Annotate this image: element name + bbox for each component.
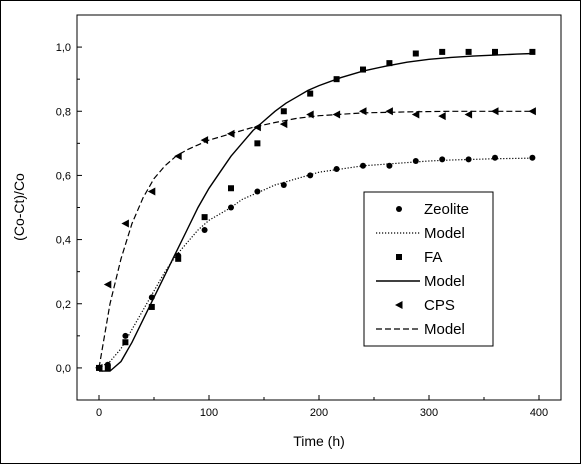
y-tick-label: 0,0 (56, 363, 71, 375)
series-2-point (307, 90, 314, 97)
legend: Zeolite Model FA Model CPS Model (363, 191, 494, 347)
legend-marker-4 (395, 301, 403, 309)
series-2-point (412, 50, 419, 57)
series-2-point (465, 48, 472, 55)
x-axis-title: Time (h) (293, 433, 345, 449)
series-0-point (280, 182, 287, 189)
series-4-point (359, 107, 367, 116)
series-2-point (529, 48, 536, 55)
series-4-point (438, 112, 446, 121)
legend-label-1: Model (424, 225, 465, 242)
legend-label-0: Zeolite (424, 201, 469, 218)
series-4-point (147, 187, 156, 196)
series-2-point (439, 48, 446, 55)
series-4-point (306, 110, 314, 119)
series-2-point (360, 66, 366, 73)
legend-marker-2 (396, 254, 402, 260)
x-tick-label: 100 (200, 407, 218, 419)
series-0-point (148, 294, 155, 301)
series-2-point (201, 214, 208, 221)
series-0-point (122, 332, 129, 339)
series-2-point (104, 364, 111, 371)
series-0-point (307, 172, 314, 179)
series-4-point (200, 136, 209, 145)
series-2-point (333, 76, 340, 83)
y-axis-title: (Co-Ct)/Co (11, 173, 27, 241)
series-4-point (95, 363, 103, 372)
series-0-point (386, 162, 393, 169)
series-0-point (254, 188, 261, 195)
series-0-point (492, 154, 498, 161)
series-2-point (175, 255, 182, 262)
series-0-point (465, 156, 472, 163)
series-0-point (201, 226, 208, 233)
y-tick-label: 0,8 (56, 106, 71, 118)
series-4-point (253, 123, 261, 132)
legend-box (363, 191, 494, 347)
x-tick-label: 300 (420, 407, 438, 419)
series-0-point (228, 204, 234, 211)
series-4-point (332, 110, 341, 119)
series-2-point (254, 140, 261, 147)
series-4-point (385, 107, 393, 116)
legend-marker-0 (396, 206, 402, 212)
x-tick-label: 0 (96, 407, 102, 419)
series-0-point (412, 157, 419, 164)
series-2-point (280, 108, 287, 115)
series-4-point (121, 219, 129, 228)
series-0-point (439, 156, 446, 163)
legend-label-4: CPS (424, 297, 455, 314)
series-4-point (464, 110, 473, 119)
series-2-point (386, 60, 393, 67)
series-4-point (103, 280, 112, 289)
series-4-point (174, 152, 182, 161)
series-2-point (148, 303, 155, 310)
series-4-point (279, 120, 288, 129)
legend-label-2: FA (424, 249, 442, 266)
series-1-line (98, 157, 534, 369)
legend-label-3: Model (424, 273, 465, 290)
x-tick-label: 400 (530, 407, 548, 419)
series-4-point (528, 107, 536, 116)
series-4-point (491, 107, 499, 116)
y-tick-label: 0,4 (56, 235, 71, 247)
series-0-point (529, 154, 536, 161)
series-4-point (227, 129, 235, 138)
series-0-point (333, 166, 340, 172)
legend-label-5: Model (424, 321, 465, 338)
series-4-point (411, 110, 420, 119)
axis-ticks: 0 100 200 300 400 0,0 0,2 0,4 0,6 0,8 1,0 (56, 42, 548, 419)
x-tick-label: 200 (310, 407, 328, 419)
series-0-point (360, 162, 366, 169)
y-tick-label: 0,2 (56, 299, 71, 311)
series-2-point (492, 48, 498, 55)
series-2-point (122, 339, 129, 346)
series-markers (95, 48, 536, 372)
series-2-point (228, 185, 234, 192)
y-tick-label: 1,0 (56, 42, 71, 54)
y-tick-label: 0,6 (56, 170, 71, 182)
series-5-line (98, 110, 534, 369)
